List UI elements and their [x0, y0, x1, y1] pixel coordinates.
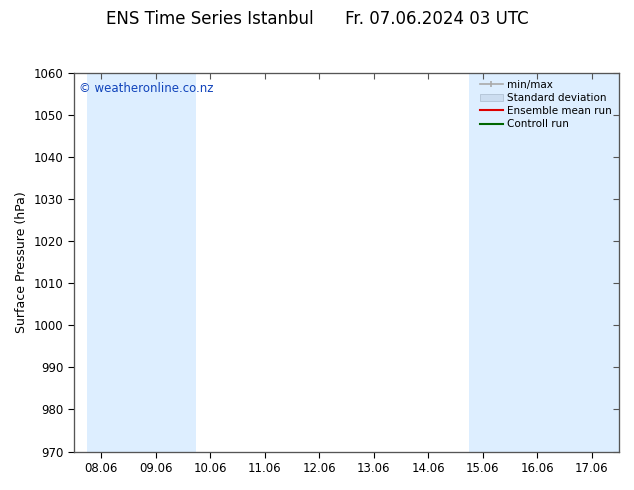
Text: ENS Time Series Istanbul      Fr. 07.06.2024 03 UTC: ENS Time Series Istanbul Fr. 07.06.2024 … — [106, 10, 528, 28]
Bar — [87, 73, 142, 452]
Bar — [142, 73, 197, 452]
Bar — [578, 73, 619, 452]
Y-axis label: Surface Pressure (hPa): Surface Pressure (hPa) — [15, 191, 28, 333]
Legend: min/max, Standard deviation, Ensemble mean run, Controll run: min/max, Standard deviation, Ensemble me… — [478, 78, 614, 131]
Text: © weatheronline.co.nz: © weatheronline.co.nz — [79, 82, 214, 95]
Bar — [469, 73, 524, 452]
Bar — [524, 73, 578, 452]
